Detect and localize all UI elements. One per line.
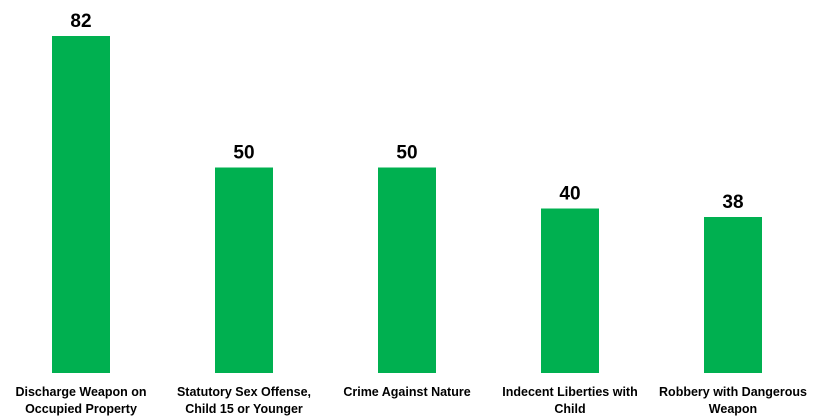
bar-5	[704, 216, 762, 373]
bar-2	[215, 167, 273, 373]
category-label-4: Indecent Liberties with Child	[502, 385, 637, 416]
category-label-line: Weapon	[709, 402, 757, 416]
data-label-3: 50	[396, 143, 417, 164]
bar-1	[52, 36, 110, 373]
data-labels-group: 82 50 50 40 38	[70, 11, 743, 213]
data-label-1: 82	[70, 11, 91, 32]
category-label-2: Statutory Sex Offense, Child 15 or Younge…	[177, 385, 311, 416]
category-label-1: Discharge Weapon on Occupied Property	[15, 385, 146, 416]
category-label-line: Occupied Property	[25, 402, 137, 416]
bar-4	[541, 208, 599, 373]
category-label-line: Crime Against Nature	[343, 385, 470, 399]
data-label-2: 50	[233, 143, 254, 164]
category-label-line: Child 15 or Younger	[185, 402, 303, 416]
category-label-5: Robbery with Dangerous Weapon	[659, 385, 807, 416]
category-labels-group: Discharge Weapon on Occupied Property Stat…	[15, 385, 807, 416]
category-label-line: Robbery with Dangerous	[659, 385, 807, 399]
category-label-line: Statutory Sex Offense,	[177, 385, 311, 399]
category-label-line: Child	[554, 402, 585, 416]
bars-group	[52, 36, 762, 373]
bar-3	[378, 167, 436, 373]
data-label-4: 40	[559, 184, 580, 205]
category-label-3: Crime Against Nature	[343, 385, 470, 399]
category-label-line: Indecent Liberties with	[502, 385, 637, 399]
data-label-5: 38	[722, 192, 743, 213]
category-label-line: Discharge Weapon on	[15, 385, 146, 399]
